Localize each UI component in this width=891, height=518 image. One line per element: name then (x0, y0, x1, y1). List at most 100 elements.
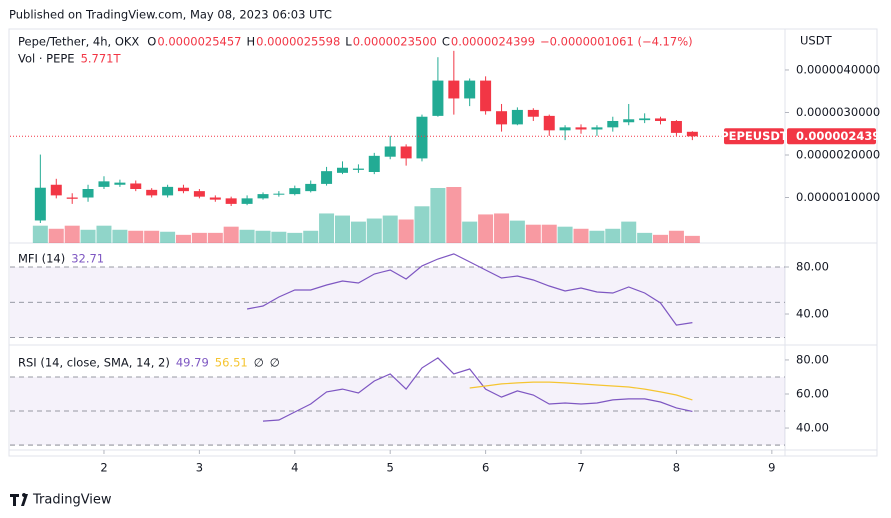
volume-bar (605, 228, 621, 243)
y-tick-label: 80.00 (796, 259, 829, 273)
volume-bar (637, 232, 653, 243)
volume-bar (668, 230, 684, 243)
rsi-extra: ∅ (270, 356, 280, 370)
volume-bar (430, 187, 446, 243)
x-tick-label: 2 (100, 461, 107, 475)
volume-bar (319, 213, 335, 243)
volume-bar (207, 232, 223, 243)
volume-bar (96, 225, 112, 243)
volume-bar (271, 231, 287, 243)
candle-body (162, 186, 174, 196)
ohlc-value: 0.0000025598 (256, 35, 340, 49)
mfi-title: MFI (14) (18, 252, 65, 266)
rsi-value: 56.51 (215, 356, 248, 370)
volume-bar (382, 215, 398, 243)
x-tick-label: 5 (387, 461, 394, 475)
candle-body (305, 183, 317, 192)
candle-body (511, 109, 523, 125)
price-tag-value: 0.0000024399 (796, 129, 888, 143)
volume-bar (446, 187, 462, 243)
volume-bar (191, 232, 207, 243)
published-note: Published on TradingView.com, May 08, 20… (9, 8, 332, 22)
volume-bar (366, 218, 382, 243)
x-tick-label: 4 (291, 461, 298, 475)
y-tick-label: 80.00 (796, 352, 829, 366)
candle-body (241, 198, 253, 204)
volume-bar (48, 228, 64, 243)
ohlc-value: 0.0000025457 (157, 35, 241, 49)
candle-body (400, 146, 412, 159)
price-change: −0.0000001061 (−4.17%) (540, 35, 693, 49)
volume-bar (462, 221, 478, 243)
volume-bar (160, 231, 176, 243)
candle-body (670, 120, 682, 133)
volume-bar (175, 234, 191, 243)
candle-body (34, 187, 46, 221)
rsi-line (469, 381, 693, 401)
volume-legend-value: 5.771T (81, 52, 122, 66)
volume-bar (525, 224, 541, 243)
candle-body (82, 189, 94, 198)
price-tag-value-box (787, 128, 876, 145)
logo: TradingView (10, 493, 112, 508)
rsi-value: 49.79 (176, 356, 209, 370)
candle-body (575, 127, 587, 130)
x-tick-label: 7 (577, 461, 584, 475)
mfi-line (246, 253, 693, 326)
x-tick-label: 9 (768, 461, 775, 475)
volume-bar (128, 230, 144, 243)
candle-body (289, 188, 301, 195)
volume-bar (239, 229, 255, 243)
volume-bar (303, 230, 319, 243)
candle-body (257, 194, 269, 199)
candle-body (146, 189, 158, 196)
ohlc-value: 0.0000023500 (353, 35, 437, 49)
candle-body (432, 80, 444, 116)
candle-body (209, 197, 221, 200)
volume-bar (478, 214, 494, 243)
symbol-name: Pepe/Tether, 4h, OKX (18, 35, 139, 49)
rsi-extra: ∅ (254, 356, 264, 370)
candle-body (50, 184, 62, 196)
volume-bar (112, 229, 128, 243)
candle-body (98, 181, 110, 187)
axis-unit: USDT (800, 34, 833, 48)
candle-body (527, 109, 539, 117)
rsi-title: RSI (14, close, SMA, 14, 2) (18, 356, 170, 370)
candle-body (686, 131, 698, 137)
y-tick-label: 60.00 (796, 386, 829, 400)
y-tick-label: 0.0000020000 (796, 147, 880, 161)
candle-body (464, 80, 476, 99)
candle-body (559, 127, 571, 131)
x-tick-label: 6 (482, 461, 489, 475)
volume-bar (557, 226, 573, 243)
candle-body (321, 171, 333, 184)
volume-bar (621, 221, 637, 243)
volume-bar (64, 225, 80, 243)
volume-bar (144, 230, 160, 243)
volume-bar (684, 235, 700, 243)
y-tick-label: 0.0000030000 (796, 105, 880, 119)
logo-icon (10, 493, 28, 506)
candle-body (352, 168, 364, 170)
candle-body (273, 193, 285, 195)
volume-bar (350, 221, 366, 243)
candle-body (416, 116, 428, 159)
candle-body (368, 155, 380, 172)
volume-bar (32, 225, 48, 243)
volume-legend-name: Vol · PEPE (18, 52, 75, 66)
brand: TradingView (32, 493, 112, 508)
y-tick-label: 40.00 (796, 421, 829, 435)
price-tag-symbol: PEPEUSDT (720, 129, 788, 143)
candle-body (639, 118, 651, 121)
x-tick-label: 8 (673, 461, 680, 475)
candle-body (623, 119, 635, 123)
candle-body (480, 80, 492, 112)
volume-bar (398, 219, 414, 243)
candle-body (607, 120, 619, 128)
candle-body (177, 187, 189, 192)
candle-body (543, 115, 555, 131)
y-tick-label: 0.0000040000 (796, 62, 880, 76)
y-tick-label: 40.00 (796, 307, 829, 321)
